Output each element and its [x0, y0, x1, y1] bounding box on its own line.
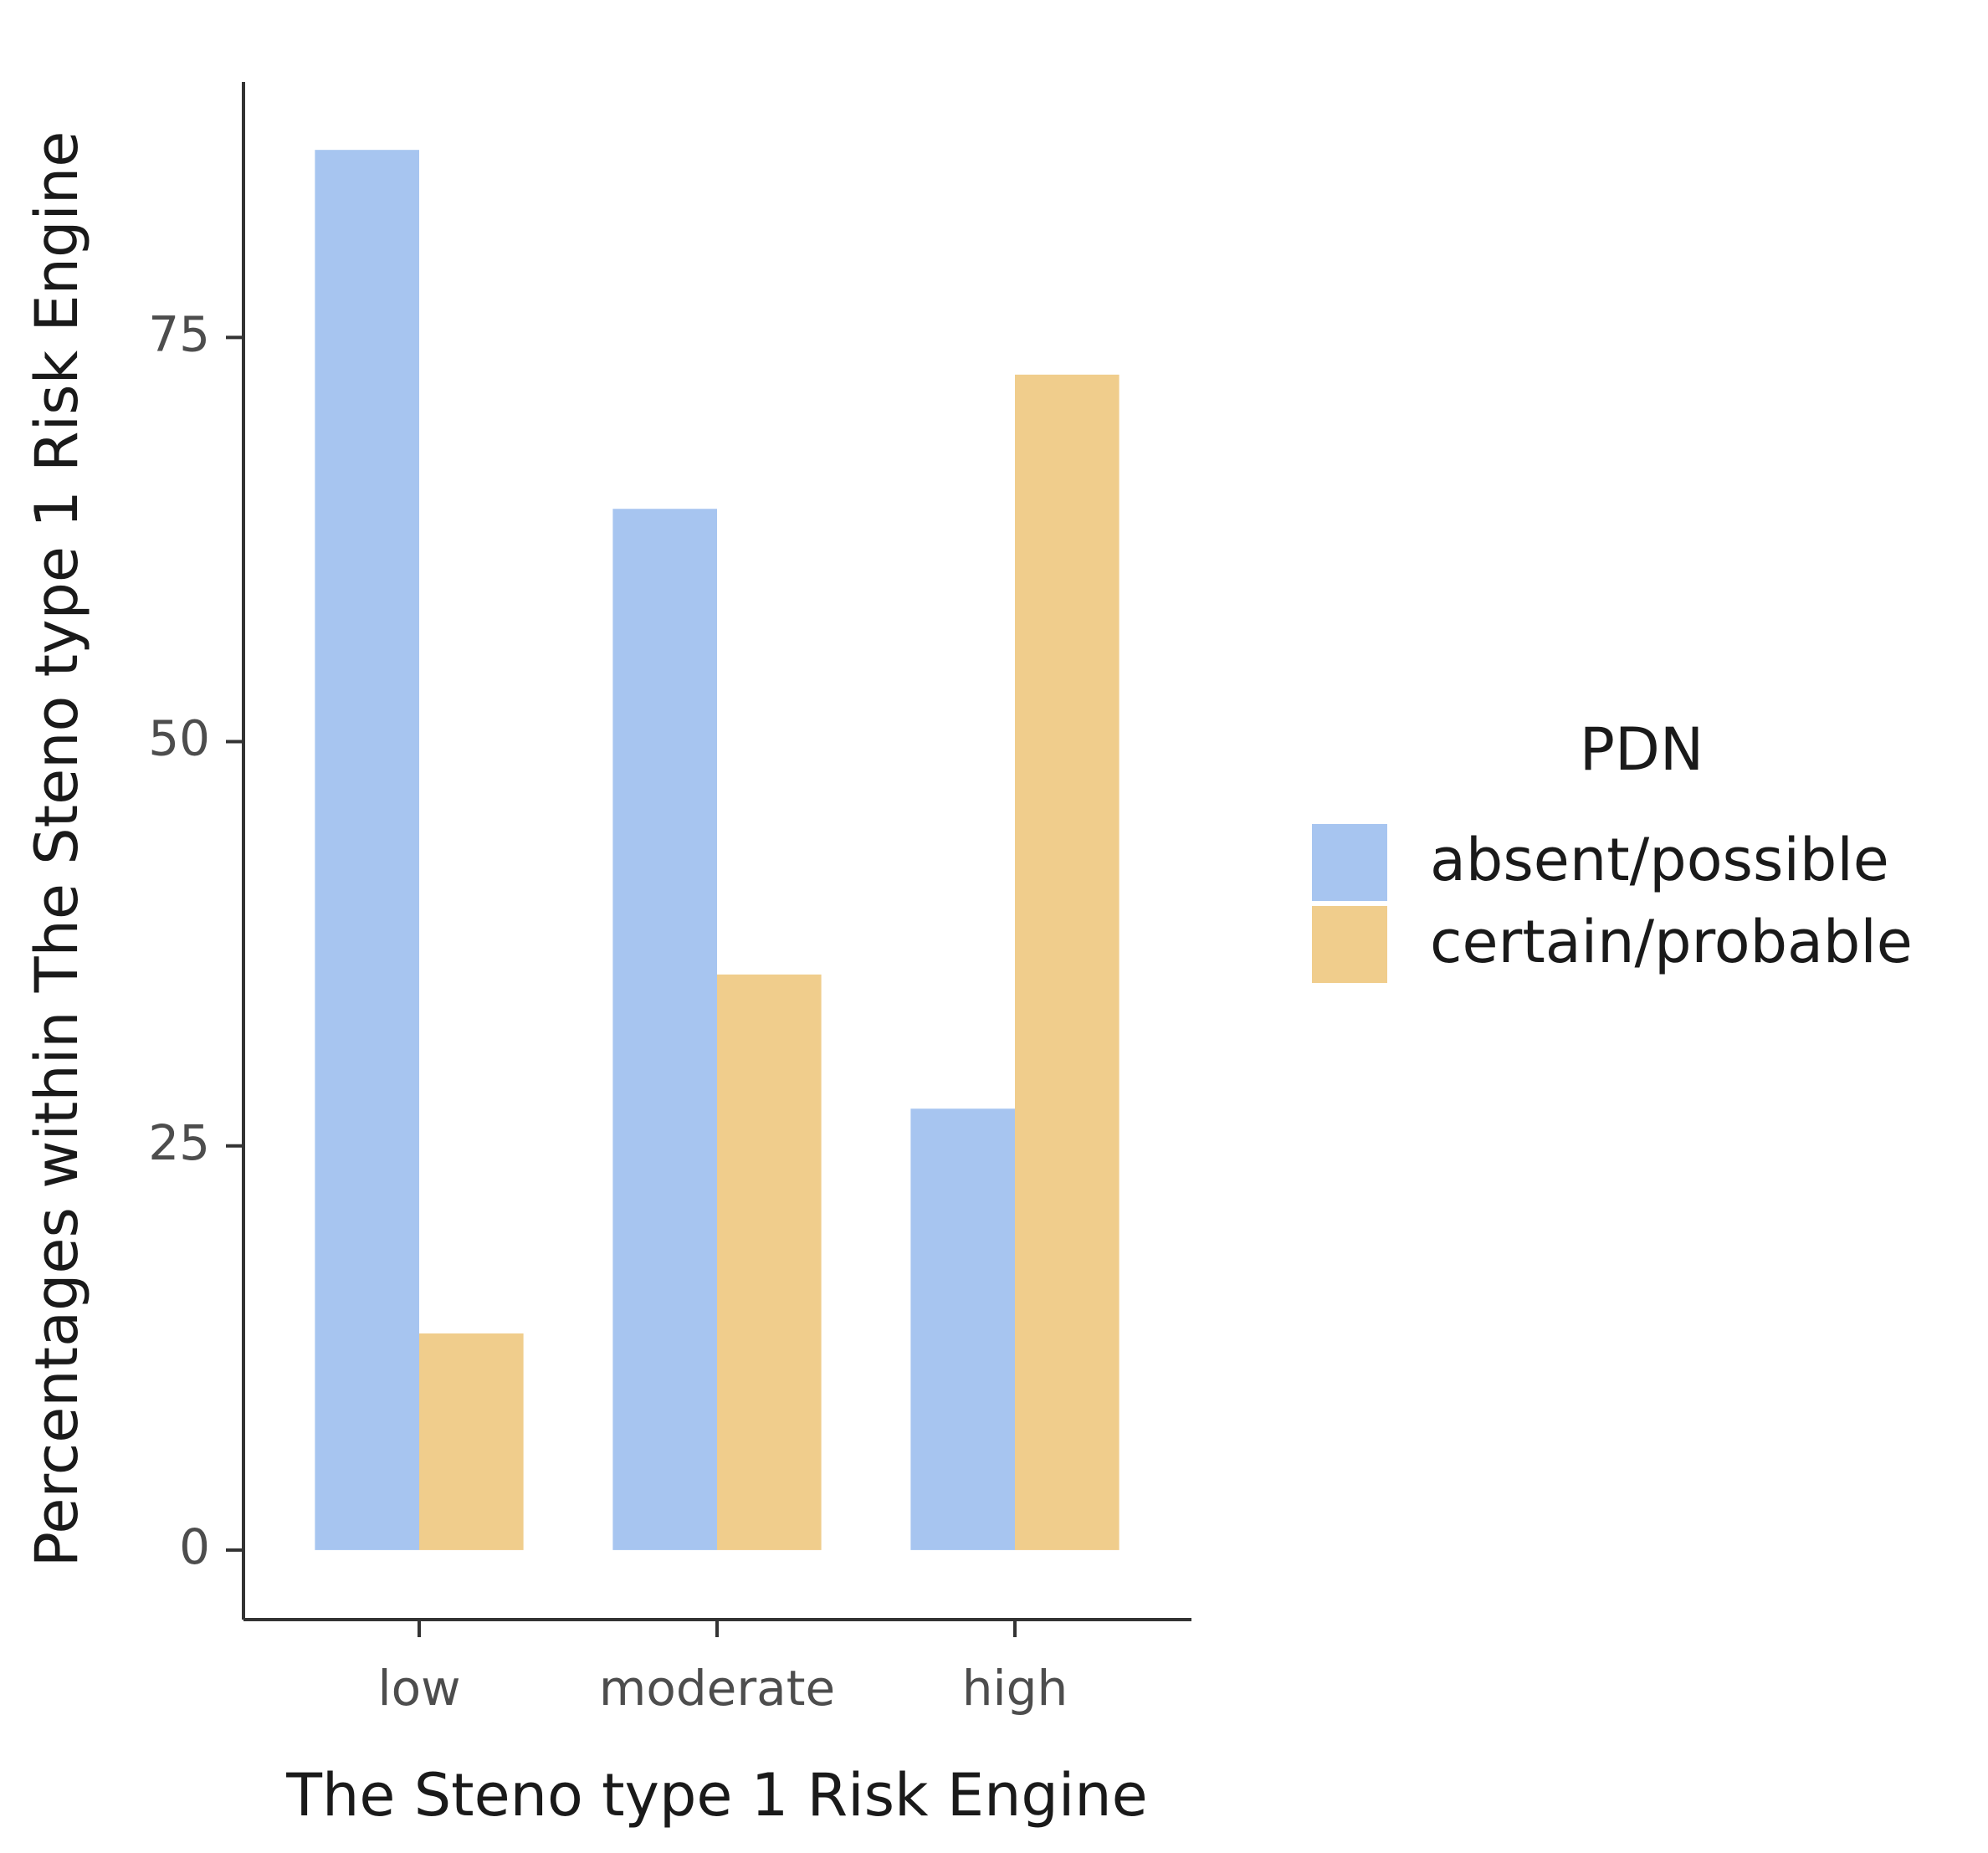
x-tick-label: high [962, 1660, 1068, 1717]
y-tick-label: 75 [148, 305, 210, 362]
legend-label: absent/possible [1430, 826, 1889, 894]
bar [419, 1333, 524, 1550]
x-tick-label: moderate [599, 1660, 835, 1717]
legend-key [1312, 824, 1387, 901]
legend-label: certain/probable [1430, 908, 1913, 976]
bar [717, 974, 822, 1550]
y-tick-label: 0 [179, 1518, 210, 1575]
bar [910, 1108, 1015, 1550]
y-tick-label: 50 [148, 710, 210, 767]
legend-title: PDN [1580, 715, 1704, 784]
y-tick-label: 25 [148, 1114, 210, 1171]
x-tick-label: low [377, 1660, 460, 1717]
legend-key [1312, 906, 1387, 983]
bar [1015, 374, 1120, 1550]
y-axis-title: Percentages within The Steno type 1 Risk… [23, 131, 91, 1568]
bar [315, 150, 419, 1550]
bar [612, 509, 717, 1550]
x-axis-title: The Steno type 1 Risk Engine [285, 1761, 1148, 1830]
